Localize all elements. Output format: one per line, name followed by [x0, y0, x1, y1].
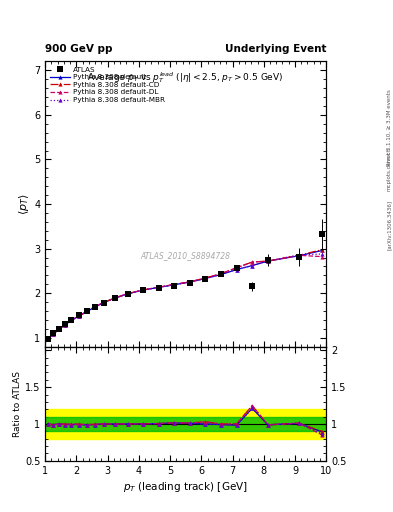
- Text: 900 GeV pp: 900 GeV pp: [45, 44, 113, 54]
- Y-axis label: Ratio to ATLAS: Ratio to ATLAS: [13, 371, 22, 437]
- Bar: [45, 409, 326, 439]
- Y-axis label: $\langle p_T \rangle$: $\langle p_T \rangle$: [17, 193, 31, 215]
- Text: ATLAS_2010_S8894728: ATLAS_2010_S8894728: [141, 251, 231, 260]
- X-axis label: $p_T$ (leading track) [GeV]: $p_T$ (leading track) [GeV]: [123, 480, 248, 494]
- Text: [arXiv:1306.3436]: [arXiv:1306.3436]: [387, 200, 391, 250]
- Text: Rivet 3.1.10, ≥ 3.3M events: Rivet 3.1.10, ≥ 3.3M events: [387, 90, 391, 166]
- Bar: [45, 417, 326, 431]
- Text: mcplots.cern.ch: mcplots.cern.ch: [387, 147, 391, 191]
- Text: Underlying Event: Underlying Event: [225, 44, 326, 54]
- Text: Average $p_T$ vs $p_T^{lead}$ ($|\eta| < 2.5$, $p_T > 0.5$ GeV): Average $p_T$ vs $p_T^{lead}$ ($|\eta| <…: [88, 70, 284, 85]
- Legend: ATLAS, Pythia 8.308 default, Pythia 8.308 default-CD, Pythia 8.308 default-DL, P: ATLAS, Pythia 8.308 default, Pythia 8.30…: [49, 65, 167, 104]
